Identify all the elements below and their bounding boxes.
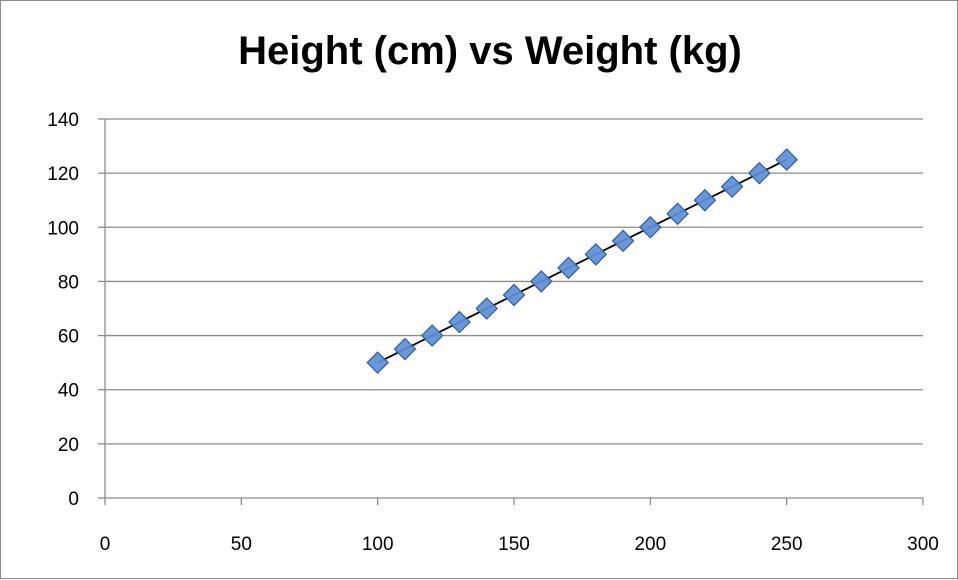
x-tick-label: 150 — [498, 534, 530, 555]
data-point — [611, 229, 635, 253]
trendline — [377, 158, 788, 364]
x-tick-labels: 0 50 100 150 200 250 300 — [100, 534, 939, 555]
y-tick-label: 120 — [47, 164, 79, 185]
y-tick-labels: 0 20 40 60 80 100 120 140 — [47, 110, 79, 510]
y-tick-label: 80 — [58, 272, 79, 293]
y-tick-label: 100 — [47, 218, 79, 239]
y-tick-label: 20 — [58, 435, 79, 456]
x-tick-label: 50 — [231, 534, 252, 555]
data-point — [420, 324, 444, 347]
data-point — [666, 202, 689, 226]
data-point — [638, 215, 662, 239]
x-tick-label: 200 — [634, 534, 666, 555]
data-point — [584, 243, 608, 266]
y-tick-label: 60 — [58, 327, 79, 348]
data-points — [366, 148, 799, 374]
data-point — [475, 297, 499, 320]
data-point — [529, 270, 553, 293]
data-point — [366, 351, 390, 374]
data-point — [557, 256, 580, 280]
y-tick-label: 40 — [58, 381, 79, 402]
x-tick-label: 250 — [771, 534, 803, 555]
axes — [98, 118, 924, 505]
y-tick-label: 0 — [68, 489, 79, 510]
x-tick-label: 100 — [362, 534, 394, 555]
data-point — [748, 161, 771, 185]
data-point — [693, 188, 717, 212]
x-tick-label: 0 — [100, 534, 111, 555]
x-tick-label: 300 — [907, 534, 939, 555]
data-point — [720, 175, 744, 199]
trendline-layer — [377, 158, 788, 364]
data-point — [502, 283, 526, 307]
data-point — [393, 337, 417, 361]
data-point — [448, 310, 471, 334]
chart-title: Height (cm) vs Weight (kg) — [238, 29, 742, 73]
y-tick-label: 140 — [47, 110, 79, 131]
data-point — [775, 148, 799, 171]
gridlines — [105, 118, 923, 445]
